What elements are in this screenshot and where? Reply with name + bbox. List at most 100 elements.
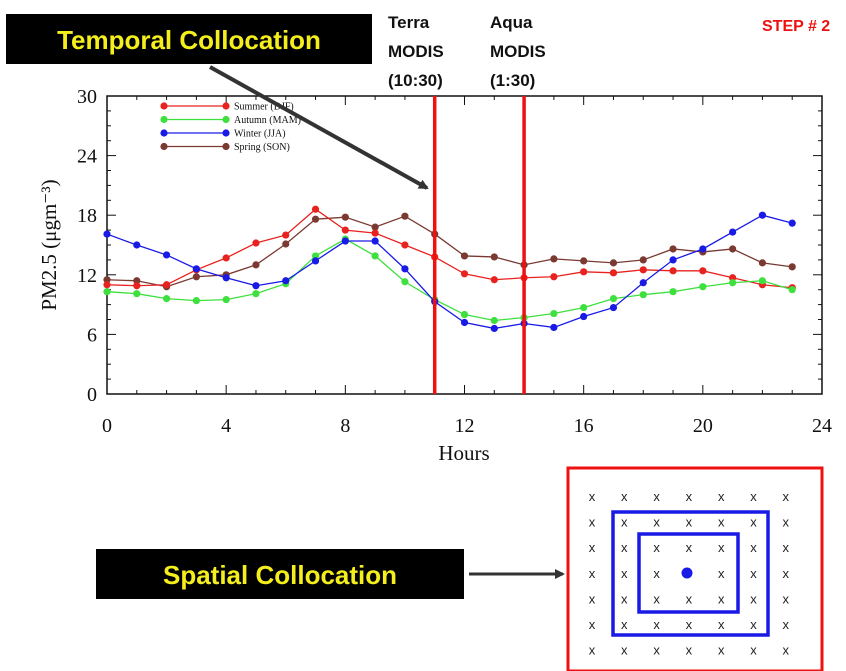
grid-cell-marker: x [653, 566, 660, 581]
y-axis-title: PM2.5 (μgm⁻³) [37, 179, 61, 310]
data-point [282, 231, 290, 239]
data-point [609, 295, 618, 303]
legend-marker-spring [222, 142, 230, 151]
data-point [669, 256, 677, 264]
data-point [699, 245, 707, 253]
grid-cell-marker: x [783, 515, 790, 530]
data-point [311, 257, 320, 265]
data-point [162, 295, 171, 303]
grid-cell-marker: x [621, 643, 628, 658]
aqua-label-line2: MODIS [490, 42, 546, 61]
series-spring [103, 212, 796, 291]
data-point [401, 265, 409, 273]
grid-cell-marker: x [686, 489, 693, 504]
series-autumn-line [106, 238, 793, 322]
y-axis-title-close: ) [37, 179, 61, 186]
data-point [758, 259, 767, 267]
grid-cell-marker: x [686, 591, 693, 606]
data-point [609, 269, 618, 277]
data-point [639, 266, 647, 274]
grid-cell-marker: x [783, 489, 790, 504]
grid-inner-box [637, 532, 740, 614]
grid-cell-marker: x [750, 617, 757, 632]
data-point [669, 288, 677, 296]
data-point [729, 279, 737, 287]
terra-label-line3: (10:30) [388, 71, 443, 90]
x-tick-label: 24 [812, 415, 832, 437]
data-point [341, 213, 349, 221]
legend-marker-autumn [160, 115, 168, 124]
terra-label-line1: Terra [388, 13, 430, 32]
data-point [192, 297, 200, 305]
data-point [669, 267, 677, 275]
temporal-collocation-bg [6, 14, 372, 64]
data-point [162, 281, 171, 289]
legend: Summer (DJF) Autumn (MAM) Winter (JJA) Spri… [160, 102, 301, 153]
spatial-collocation-box: Spatial Collocation [96, 549, 464, 599]
data-point [788, 263, 796, 271]
data-point [490, 253, 498, 261]
spatial-collocation-title: Spatial Collocation [163, 560, 397, 590]
data-point [401, 212, 409, 220]
grid-cell-marker: x [589, 566, 596, 581]
grid-cell-marker: x [686, 540, 693, 555]
grid-cell-marker: x [783, 591, 790, 606]
data-point [103, 276, 111, 284]
data-point [580, 268, 588, 276]
data-point [460, 318, 469, 327]
data-point [729, 274, 737, 282]
y-axis-title-open: ( [37, 242, 61, 254]
grid-cell-marker: x [718, 643, 725, 658]
data-point [639, 279, 647, 287]
grid-cell-marker: x [718, 566, 725, 581]
grid-cell-marker: x [718, 540, 725, 555]
data-point [460, 252, 469, 260]
grid-cell-marker: x [783, 643, 790, 658]
data-point [192, 265, 200, 273]
data-point [490, 276, 498, 284]
x-tick-label: 20 [693, 415, 713, 437]
data-point [550, 309, 558, 318]
terra-label: Terra MODIS (10:30) [388, 13, 444, 90]
grid-cell-marker: x [589, 617, 596, 632]
data-point [341, 226, 349, 234]
pm25-line-chart: 0 4 8 12 16 20 24 0 6 12 18 24 30 Summer (DJF) Autumn… [37, 86, 832, 465]
grid-cell-marker: x [621, 540, 628, 555]
aqua-label: Aqua MODIS (1:30) [490, 13, 546, 90]
data-point [162, 251, 171, 259]
data-point [580, 312, 588, 321]
data-point [490, 324, 498, 333]
data-point [460, 310, 469, 319]
x-tick-label: 0 [102, 415, 112, 437]
data-point [788, 219, 796, 227]
x-axis-title: Hours [438, 441, 489, 465]
y-tick-label: 24 [77, 146, 97, 168]
grid-cell-marker: x [686, 617, 693, 632]
y-axis-title-unit: μgm⁻³ [37, 186, 61, 241]
grid-cell-marker: x [589, 591, 596, 606]
grid-cell-marker: x [750, 515, 757, 530]
data-point [758, 211, 767, 219]
data-point [550, 273, 558, 281]
spatial-grid: x x x x x x xx x x x x x xx x x x x x xx x x x x xx x x x x x xx x x x x x… [566, 466, 824, 671]
data-point [490, 316, 498, 325]
series-summer-line [106, 208, 793, 289]
grid-marks: x x x x x x xx x x x x x xx x x x x x xx x x x x xx x x x x x xx x x x x x… [589, 489, 790, 658]
grid-cell-marker: x [686, 643, 693, 658]
x-tick-label: 4 [221, 415, 231, 437]
data-point [371, 252, 379, 260]
legend-marker-spring [160, 142, 168, 151]
data-point [341, 237, 349, 245]
x-tick-label: 12 [455, 415, 475, 437]
grid-cell-marker: x [750, 643, 757, 658]
grid-cell-marker: x [750, 591, 757, 606]
data-point [252, 282, 260, 290]
data-point [252, 239, 260, 247]
data-point [729, 228, 737, 236]
overpass-lines [432, 96, 526, 394]
data-point [639, 256, 647, 264]
data-point [401, 241, 409, 249]
y-tick-label: 0 [87, 384, 97, 406]
terra-label-line2: MODIS [388, 42, 444, 61]
